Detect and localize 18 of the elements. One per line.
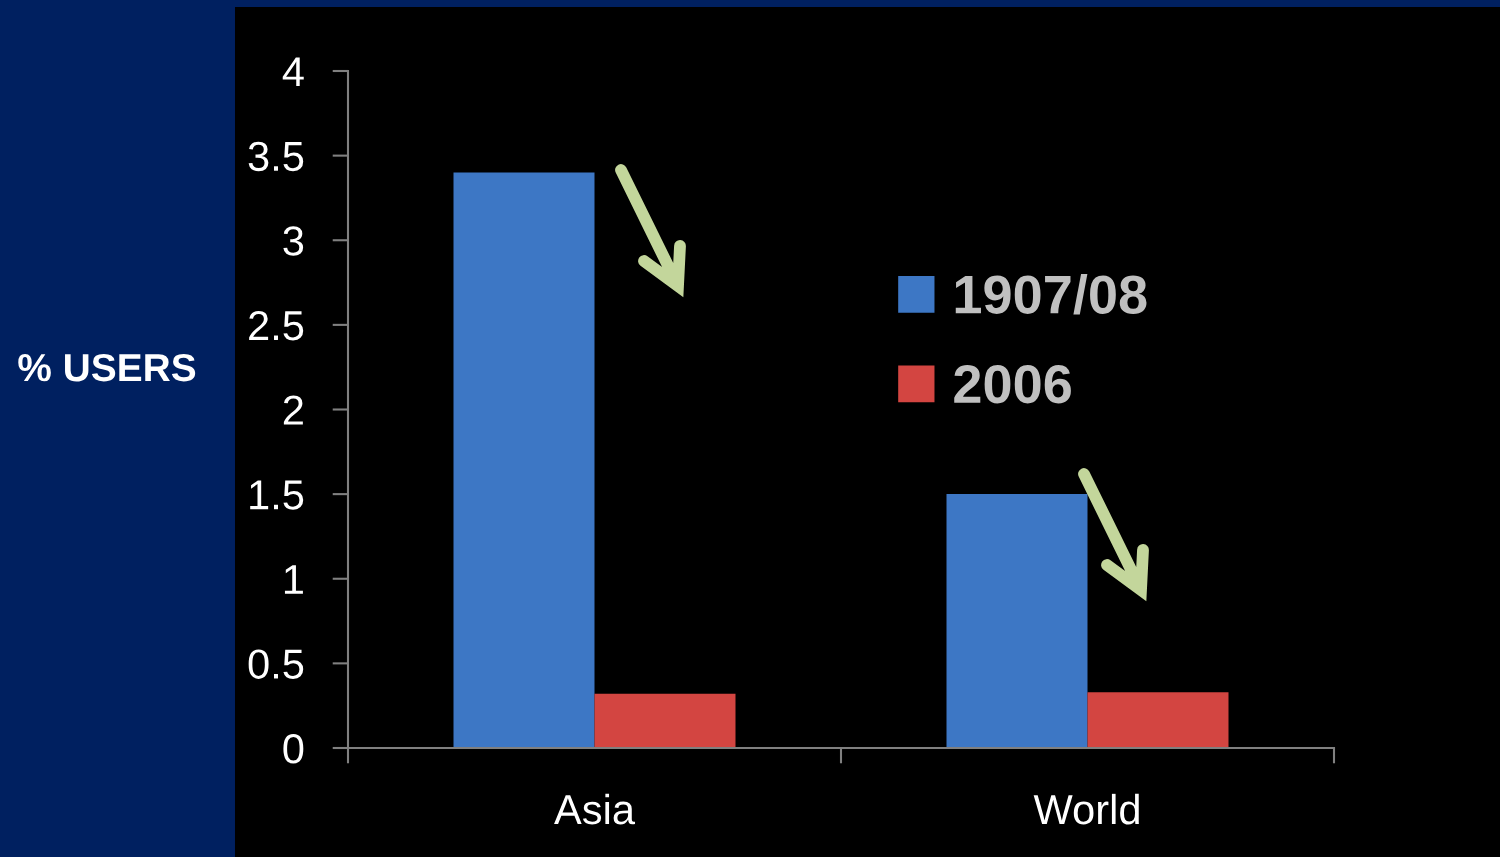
y-axis-title: % USERS (18, 353, 196, 382)
y-tick-label: 0.5 (248, 649, 304, 679)
y-tick-label: 2 (283, 395, 303, 425)
y-tick-label: 3 (283, 226, 304, 256)
bar (946, 494, 1088, 748)
legend-label: 1907/08 (955, 274, 1147, 315)
x-tick-label: Asia (554, 793, 636, 825)
bar (594, 693, 736, 748)
bar (1087, 692, 1229, 748)
y-tick-label: 1.5 (250, 480, 304, 510)
y-tick-label: 2.5 (249, 310, 304, 341)
y-tick-label: 3.5 (248, 141, 304, 172)
y-tick-label: 1 (284, 565, 303, 594)
legend-label: 2006 (954, 365, 1071, 404)
y-tick-label: 4 (282, 57, 304, 87)
bar (453, 172, 595, 748)
x-tick-label: World (1033, 793, 1139, 825)
y-tick-label: 0 (283, 734, 304, 764)
